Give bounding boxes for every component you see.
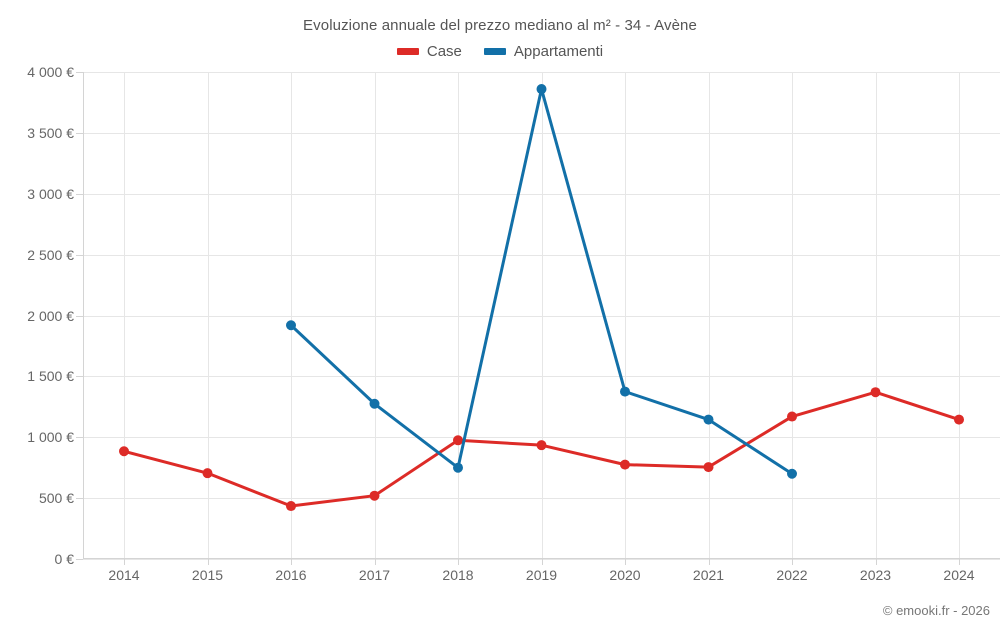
y-axis-tick-label: 3 500 € (27, 124, 74, 141)
gridline-vertical (959, 72, 960, 559)
y-axis-tick-label: 2 000 € (27, 307, 74, 324)
data-point-appartamenti[interactable] (286, 320, 296, 331)
y-axis-tick-label: 2 500 € (27, 246, 74, 263)
data-point-appartamenti[interactable] (536, 84, 547, 95)
data-point-appartamenti[interactable] (787, 468, 797, 479)
y-axis-tick-label: 1 000 € (27, 429, 74, 446)
y-axis-tick-label: 1 500 € (27, 368, 74, 385)
x-axis-tick-label: 2017 (358, 567, 391, 583)
y-axis-tick-label: 0 € (54, 551, 74, 567)
x-axis-tick-mark (124, 558, 125, 565)
gridline-vertical (792, 72, 793, 559)
data-point-appartamenti[interactable] (369, 398, 380, 409)
y-axis-tick-mark (76, 559, 83, 560)
legend-swatch-case (396, 48, 419, 55)
x-axis-tick-mark (708, 558, 710, 565)
footer-credit: © emooki.fr - 2026 (882, 603, 990, 618)
x-axis-tick-mark (374, 558, 376, 565)
x-axis-tick-label: 2014 (108, 567, 140, 583)
y-axis-tick-mark (76, 132, 83, 134)
gridline-vertical (291, 72, 292, 559)
x-axis-tick-label: 2023 (859, 567, 892, 583)
legend-swatch-appartamenti (483, 48, 506, 55)
data-point-case[interactable] (202, 468, 213, 479)
x-axis-tick-mark (792, 558, 793, 565)
y-axis-tick-mark (76, 72, 83, 73)
data-point-case[interactable] (286, 501, 296, 512)
x-axis-tick-mark (207, 558, 209, 565)
data-point-case[interactable] (787, 411, 797, 422)
data-point-case[interactable] (369, 490, 380, 501)
x-axis-tick-mark (959, 558, 960, 565)
chart-title: Evoluzione annuale del prezzo mediano al… (303, 17, 697, 34)
y-axis-ticks: 0 € 500 € 1 000 € 1 500 € 2 000 € 2 500 € 3 00… (0, 0, 83, 625)
data-point-case[interactable] (620, 459, 630, 470)
data-point-case[interactable] (703, 462, 714, 473)
gridline-vertical (875, 72, 877, 559)
x-axis-tick-label: 2020 (609, 567, 641, 583)
x-axis-tick-label: 2019 (525, 567, 558, 583)
y-axis-tick-label: 500 € (38, 490, 74, 507)
gridline-vertical (207, 72, 209, 559)
y-axis-tick-mark (76, 254, 83, 256)
y-axis-tick-mark (76, 193, 83, 195)
x-axis-tick-label: 2021 (692, 567, 725, 583)
data-point-appartamenti[interactable] (453, 462, 463, 473)
y-axis-tick-label: 3 000 € (27, 185, 74, 202)
x-axis-tick-mark (291, 558, 292, 565)
x-axis-tick-label: 2018 (442, 567, 474, 583)
y-axis-line (83, 72, 84, 559)
data-point-case[interactable] (870, 387, 881, 398)
legend-item-appartamenti[interactable]: Appartamenti (483, 43, 604, 60)
data-point-case[interactable] (954, 414, 964, 425)
y-axis-tick-mark (76, 437, 83, 439)
x-axis-tick-mark (625, 558, 626, 565)
legend-label-appartamenti: Appartamenti (513, 43, 604, 60)
y-axis-tick-mark (76, 376, 83, 378)
gridline-vertical (458, 72, 459, 559)
gridline-vertical (374, 72, 376, 559)
chart-legend: Case Appartamenti (0, 43, 1000, 60)
gridline-vertical (124, 72, 125, 559)
x-axis-tick-label: 2024 (943, 567, 975, 583)
x-axis-tick-mark (458, 558, 459, 565)
y-axis-tick-mark (76, 315, 83, 317)
series-line-appartamenti (289, 87, 794, 476)
x-axis-tick-label: 2015 (191, 567, 224, 583)
data-point-case[interactable] (453, 435, 463, 446)
gridline-vertical (541, 72, 543, 559)
x-axis-tick-mark (541, 558, 543, 565)
x-axis-tick-label: 2022 (776, 567, 808, 583)
legend-item-case[interactable]: Case (396, 43, 462, 60)
x-axis-tick-mark (875, 558, 877, 565)
legend-label-case: Case (426, 43, 462, 60)
data-point-appartamenti[interactable] (620, 386, 630, 397)
gridline-vertical (708, 72, 710, 559)
y-axis-tick-label: 4 000 € (27, 64, 74, 80)
data-point-case[interactable] (119, 446, 129, 457)
data-point-case[interactable] (536, 440, 547, 451)
gridline-vertical (625, 72, 626, 559)
data-point-appartamenti[interactable] (703, 414, 714, 425)
y-axis-tick-mark (76, 498, 83, 500)
x-axis-tick-label: 2016 (275, 567, 307, 583)
